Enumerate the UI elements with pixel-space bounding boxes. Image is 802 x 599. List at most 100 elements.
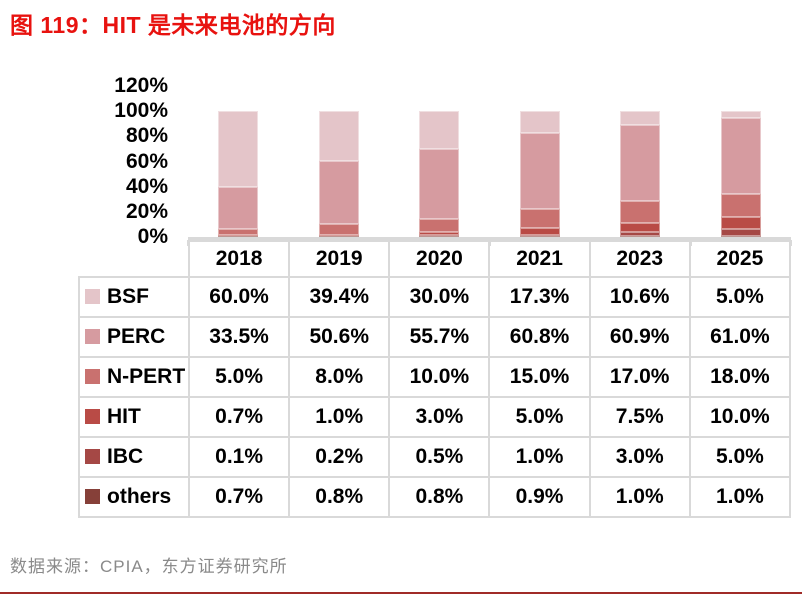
table-row-HIT: HIT 0.7% 1.0% 3.0% 5.0% 7.5% 10.0% bbox=[78, 396, 792, 438]
table-cell: 55.7% bbox=[388, 316, 491, 358]
table-cell: 0.9% bbox=[488, 476, 591, 518]
column-header-2025: 2025 bbox=[688, 240, 792, 278]
legend-swatch-BSF bbox=[85, 289, 100, 304]
row-label: PERC bbox=[107, 325, 166, 348]
legend-swatch-N-PERT bbox=[85, 369, 100, 384]
legend-swatch-others bbox=[85, 489, 100, 504]
legend-swatch-PERC bbox=[85, 329, 100, 344]
bar-segment-others bbox=[519, 235, 560, 237]
row-label-cell: others bbox=[78, 476, 190, 518]
table-cell: 60.0% bbox=[187, 276, 291, 318]
row-label-cell: PERC bbox=[78, 316, 190, 358]
legend-swatch-HIT bbox=[85, 409, 100, 424]
column-header-2019: 2019 bbox=[288, 240, 391, 278]
bar-segment-BSF bbox=[720, 111, 761, 118]
table-cell: 0.7% bbox=[187, 476, 291, 518]
table-cell: 1.0% bbox=[688, 476, 792, 518]
table-cell: 5.0% bbox=[488, 396, 591, 438]
bar-2021 bbox=[519, 111, 560, 237]
bar-segment-BSF bbox=[519, 111, 560, 133]
table-cell: 10.0% bbox=[688, 396, 792, 438]
bar-segment-BSF bbox=[620, 111, 661, 125]
bar-segment-N-PERT bbox=[318, 224, 359, 235]
bar-segment-PERC bbox=[720, 117, 761, 195]
row-label-cell: BSF bbox=[78, 276, 190, 318]
bar-segment-HIT bbox=[218, 235, 259, 236]
table-corner-cell bbox=[79, 241, 189, 277]
table-cell: 0.2% bbox=[288, 436, 391, 478]
table-header-row: 2018 2019 2020 2021 2023 2025 bbox=[79, 240, 792, 278]
table-cell: 3.0% bbox=[388, 396, 491, 438]
table-row-IBC: IBC 0.1% 0.2% 0.5% 1.0% 3.0% 5.0% bbox=[78, 436, 792, 478]
table-cell: 10.6% bbox=[588, 276, 691, 318]
column-header-2021: 2021 bbox=[488, 240, 591, 278]
row-label-cell: HIT bbox=[78, 396, 190, 438]
y-axis-tick-label: 120% bbox=[114, 74, 168, 97]
row-label-cell: N-PERT bbox=[78, 356, 190, 398]
bar-segment-N-PERT bbox=[519, 209, 560, 229]
table-cell: 8.0% bbox=[288, 356, 391, 398]
bar-segment-N-PERT bbox=[218, 228, 259, 236]
table-cell: 5.0% bbox=[688, 276, 792, 318]
bar-segment-N-PERT bbox=[419, 219, 460, 232]
table-cell: 17.0% bbox=[588, 356, 691, 398]
bar-segment-HIT bbox=[318, 234, 359, 236]
bar-segment-PERC bbox=[519, 132, 560, 210]
table-cell: 10.0% bbox=[388, 356, 491, 398]
table-row-N-PERT: N-PERT 5.0% 8.0% 10.0% 15.0% 17.0% 18.0% bbox=[78, 356, 792, 398]
table-cell: 0.8% bbox=[388, 476, 491, 518]
bar-segment-PERC bbox=[620, 124, 661, 202]
table-cell: 33.5% bbox=[187, 316, 291, 358]
table-cell: 39.4% bbox=[288, 276, 391, 318]
column-header-2023: 2023 bbox=[588, 240, 691, 278]
table-cell: 18.0% bbox=[688, 356, 792, 398]
data-table: 2018 2019 2020 2021 2023 2025 BSF 60.0% 39.4% 30… bbox=[78, 240, 792, 518]
y-axis-tick-label: 40% bbox=[125, 174, 168, 198]
bar-segment-PERC bbox=[218, 186, 259, 229]
bar-segment-HIT bbox=[519, 228, 560, 235]
bar-segment-others bbox=[318, 236, 359, 237]
table-cell: 0.5% bbox=[388, 436, 491, 478]
row-label: N-PERT bbox=[107, 365, 186, 388]
column-header-2018: 2018 bbox=[187, 240, 291, 278]
table-cell: 0.1% bbox=[187, 436, 291, 478]
bar-segment-others bbox=[218, 236, 259, 237]
bar-segment-HIT bbox=[620, 222, 661, 232]
table-cell: 17.3% bbox=[488, 276, 591, 318]
table-cell: 5.0% bbox=[688, 436, 792, 478]
bar-segment-others bbox=[620, 235, 661, 237]
bar-2025 bbox=[720, 111, 761, 237]
row-label: IBC bbox=[107, 445, 144, 468]
row-label-cell: IBC bbox=[78, 436, 190, 478]
table-cell: 15.0% bbox=[488, 356, 591, 398]
bar-segment-HIT bbox=[720, 216, 761, 230]
bar-segment-PERC bbox=[419, 148, 460, 220]
bar-segment-IBC bbox=[720, 229, 761, 236]
bar-2019 bbox=[318, 111, 359, 237]
table-cell: 1.0% bbox=[488, 436, 591, 478]
y-axis-tick-label: 100% bbox=[114, 99, 168, 123]
bar-segment-others bbox=[419, 236, 460, 237]
row-label: BSF bbox=[107, 285, 149, 308]
bar-segment-IBC bbox=[620, 231, 661, 236]
y-axis-tick-label: 20% bbox=[125, 199, 168, 223]
table-row-PERC: PERC 33.5% 50.6% 55.7% 60.8% 60.9% 61.0% bbox=[78, 316, 792, 358]
bar-2020 bbox=[419, 111, 460, 237]
table-cell: 0.8% bbox=[288, 476, 391, 518]
table-cell: 60.8% bbox=[488, 316, 591, 358]
y-axis-tick-label: 60% bbox=[125, 149, 168, 173]
bar-segment-N-PERT bbox=[620, 201, 661, 223]
footer-divider bbox=[0, 592, 802, 594]
table-cell: 61.0% bbox=[688, 316, 792, 358]
table-cell: 1.0% bbox=[288, 396, 391, 438]
column-header-2020: 2020 bbox=[388, 240, 491, 278]
bar-segment-IBC bbox=[519, 234, 560, 236]
source-note: 数据来源：CPIA，东方证券研究所 bbox=[10, 557, 288, 576]
row-label: others bbox=[107, 485, 172, 508]
table-cell: 0.7% bbox=[187, 396, 291, 438]
bar-2023 bbox=[620, 111, 661, 237]
bar-segment-BSF bbox=[218, 111, 259, 187]
bar-segment-HIT bbox=[419, 231, 460, 236]
legend-swatch-IBC bbox=[85, 449, 100, 464]
bar-segment-IBC bbox=[419, 235, 460, 236]
